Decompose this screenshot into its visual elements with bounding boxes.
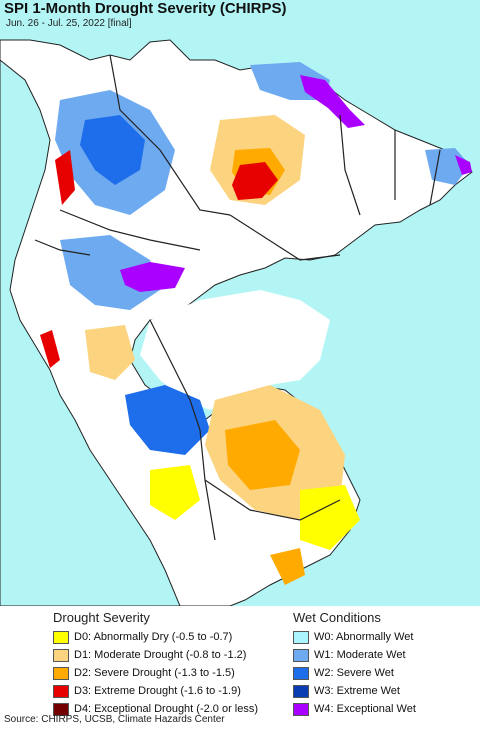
swatch-w4 <box>293 702 309 716</box>
map-subtitle: Jun. 26 - Jul. 25, 2022 [final] <box>6 18 132 29</box>
country-borders <box>34 54 441 541</box>
swatch-w3 <box>293 684 309 698</box>
exceptional-wet-amazon <box>120 262 185 292</box>
swatch-w1 <box>293 648 309 662</box>
drought-zone-coast-extreme <box>55 150 75 205</box>
legend-item-d2: D2: Severe Drought (-1.3 to -1.5) <box>53 664 258 682</box>
legend-label-d4: D4: Exceptional Drought (-2.0 or less) <box>74 703 259 715</box>
map-title: SPI 1-Month Drought Severity (CHIRPS) <box>4 0 287 17</box>
drought-zone-peru <box>85 325 135 380</box>
map-canvas <box>0 0 480 606</box>
legend-label-d2: D2: Severe Drought (-1.3 to -1.5) <box>74 667 235 679</box>
swatch-d3 <box>53 684 69 698</box>
drought-zone-chaco <box>300 485 360 550</box>
drought-legend-heading: Drought Severity <box>53 610 150 625</box>
drought-zone-bolivia-severe <box>225 420 300 490</box>
drought-zone-venezuela-extreme <box>232 162 278 200</box>
legend-item-d3: D3: Extreme Drought (-1.6 to -1.9) <box>53 682 258 700</box>
swatch-d1 <box>53 648 69 662</box>
exceptional-wet-venezuela-coast <box>300 75 365 128</box>
legend-item-w4: W4: Exceptional Wet <box>293 700 416 718</box>
legend-item-d1: D1: Moderate Drought (-0.8 to -1.2) <box>53 646 258 664</box>
wet-zone-colombia-core <box>80 115 145 185</box>
legend-item-w1: W1: Moderate Wet <box>293 646 416 664</box>
wet-legend: Wet Conditions W0: Abnormally Wet W1: Mo… <box>293 610 416 718</box>
swatch-d4 <box>53 702 69 716</box>
legend-item-d0: D0: Abnormally Dry (-0.5 to -0.7) <box>53 628 258 646</box>
legend-label-d3: D3: Extreme Drought (-1.6 to -1.9) <box>74 685 241 697</box>
source-credit: Source: CHIRPS, UCSB, Climate Hazards Ce… <box>4 714 225 725</box>
drought-zone-peru-coast <box>40 330 60 368</box>
legend-item-w0: W0: Abnormally Wet <box>293 628 416 646</box>
wet-zone-peru-bolivia <box>125 385 210 455</box>
legend-item-d4: D4: Exceptional Drought (-2.0 or less) <box>53 700 258 718</box>
legend-label-d1: D1: Moderate Drought (-0.8 to -1.2) <box>74 649 247 661</box>
drought-zone-chaco-severe <box>270 548 305 585</box>
legend-item-w2: W2: Severe Wet <box>293 664 416 682</box>
legend-label-w2: W2: Severe Wet <box>314 667 394 679</box>
exceptional-wet-guiana-coast <box>455 155 472 175</box>
legend-label-d0: D0: Abnormally Dry (-0.5 to -0.7) <box>74 631 233 643</box>
legend-label-w1: W1: Moderate Wet <box>314 649 406 661</box>
swatch-d0 <box>53 630 69 644</box>
wet-legend-heading: Wet Conditions <box>293 610 381 625</box>
pacific-coast <box>0 59 181 606</box>
swatch-w0 <box>293 630 309 644</box>
legend-label-w4: W4: Exceptional Wet <box>314 703 416 715</box>
swatch-w2 <box>293 666 309 680</box>
drought-legend: Drought Severity D0: Abnormally Dry (-0.… <box>53 610 258 718</box>
amazon-basin-blank <box>140 290 330 410</box>
legend: Drought Severity D0: Abnormally Dry (-0.… <box>0 606 480 716</box>
drought-map <box>0 0 480 606</box>
legend-label-w3: W3: Extreme Wet <box>314 685 400 697</box>
legend-label-w0: W0: Abnormally Wet <box>314 631 414 643</box>
drought-zone-dry-peru-south <box>150 465 200 520</box>
legend-item-w3: W3: Extreme Wet <box>293 682 416 700</box>
swatch-d2 <box>53 666 69 680</box>
